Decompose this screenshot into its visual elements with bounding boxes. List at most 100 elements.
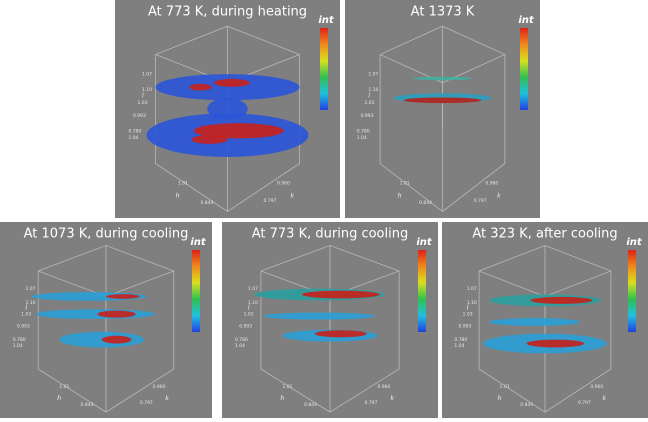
axis-tick-label: 1.07 (142, 72, 152, 78)
axis-label: h (280, 395, 284, 402)
axis-label: h (176, 193, 180, 200)
intensity-blob (413, 76, 472, 81)
axis-tick-label: 1.07 (467, 286, 477, 292)
axis-tick-label: 1.03 (463, 312, 473, 318)
axis-tick-label: 0.780 (454, 337, 467, 343)
panel-title: At 1073 K, during cooling (24, 227, 189, 242)
colorbar (418, 250, 426, 332)
intensity-blob (193, 123, 284, 139)
axis-tick-label: 0.993 (361, 113, 374, 119)
axis-tick-label: 1.01 (282, 384, 292, 390)
colorbar-label: int (416, 237, 433, 248)
intensity-blob (301, 290, 380, 299)
axis-tick-label: 0.780 (235, 337, 248, 343)
axis-tick-label: 0.844 (520, 402, 533, 408)
intensity-blob (526, 339, 585, 348)
axis-tick-label: 1.10 (248, 300, 258, 306)
axis-label: h (498, 395, 502, 402)
intensity-blob (403, 97, 482, 104)
axis-tick-label: 0.780 (357, 128, 370, 134)
axis-tick-label: 0.797 (264, 198, 277, 204)
axis-label: k (497, 193, 501, 200)
axis-tick-label: 0.844 (201, 200, 214, 206)
axis-tick-label: 1.01 (400, 181, 410, 187)
axis-label: l (142, 92, 144, 99)
axis-label: k (165, 395, 169, 402)
intensity-blob (189, 83, 212, 91)
colorbar (320, 28, 328, 110)
intensity-blob (207, 98, 248, 120)
axis-tick-label: 1.01 (178, 181, 188, 187)
axis-tick-label: 0.993 (133, 113, 146, 119)
colorbar (520, 28, 528, 110)
axis-tick-label: 1.03 (244, 312, 254, 318)
colorbar (628, 250, 636, 332)
axis-tick-label: 1.04 (357, 135, 367, 141)
wireframe (478, 245, 612, 413)
axis-tick-label: 1.04 (129, 135, 139, 141)
axis-tick-label: 1.04 (13, 343, 23, 349)
axis-tick-label: 0.780 (129, 128, 142, 134)
axis-tick-label: 0.797 (365, 400, 378, 406)
intensity-blob (314, 330, 367, 338)
axis-tick-label: 0.993 (458, 323, 471, 329)
axis-label: k (603, 395, 607, 402)
axis-label: l (25, 305, 27, 312)
axis-label: h (398, 193, 402, 200)
axis-tick-label: 0.960 (485, 181, 498, 187)
axis-tick-label: 1.03 (365, 100, 375, 106)
axis-tick-label: 0.960 (378, 384, 391, 390)
axis-tick-label: 1.04 (454, 343, 464, 349)
axis-tick-label: 0.797 (140, 400, 153, 406)
colorbar-label: int (190, 237, 207, 248)
axis-tick-label: 0.960 (590, 384, 603, 390)
axis-label: k (390, 395, 394, 402)
intensity-blob (101, 335, 132, 344)
axis-tick-label: 0.780 (13, 337, 26, 343)
intensity-blob (97, 310, 136, 318)
wireframe (260, 245, 400, 413)
axis-tick-label: 1.03 (138, 100, 148, 106)
axis-tick-label: 0.960 (277, 181, 290, 187)
panel-title: At 1373 K (411, 5, 475, 20)
intensity-blob (489, 318, 581, 326)
panel-title: At 773 K, during cooling (252, 227, 408, 242)
axis-tick-label: 1.01 (500, 384, 510, 390)
intensity-blob (36, 309, 155, 320)
colorbar (192, 250, 200, 332)
panel-title: At 773 K, during heating (148, 5, 307, 20)
axis-tick-label: 0.797 (474, 198, 487, 204)
axis-tick-label: 1.03 (21, 312, 31, 318)
axis-label: k (291, 193, 295, 200)
axis-tick-label: 0.960 (153, 384, 166, 390)
axis-tick-label: 0.993 (239, 323, 252, 329)
axis-tick-label: 0.844 (81, 402, 94, 408)
colorbar-label: int (518, 15, 535, 26)
axis-tick-label: 0.993 (17, 323, 30, 329)
axis-tick-label: 1.10 (142, 87, 152, 93)
intensity-blob (530, 296, 593, 304)
axis-label: l (467, 305, 469, 312)
colorbar-label: int (318, 15, 335, 26)
axis-tick-label: 1.10 (467, 300, 477, 306)
axis-tick-label: 0.797 (578, 400, 591, 406)
intensity-blob (263, 312, 376, 320)
axis-label: h (57, 395, 61, 402)
axis-tick-label: 0.844 (419, 200, 432, 206)
intensity-blob (214, 78, 250, 87)
axis-tick-label: 0.844 (304, 402, 317, 408)
panel-title: At 323 K, after cooling (472, 227, 617, 242)
axis-tick-label: 1.10 (368, 87, 378, 93)
wireframe (37, 245, 175, 413)
axis-tick-label: 1.07 (368, 72, 378, 78)
colorbar-label: int (626, 237, 643, 248)
axis-tick-label: 1.04 (235, 343, 245, 349)
axis-label: l (248, 305, 250, 312)
axis-tick-label: 1.07 (25, 286, 35, 292)
